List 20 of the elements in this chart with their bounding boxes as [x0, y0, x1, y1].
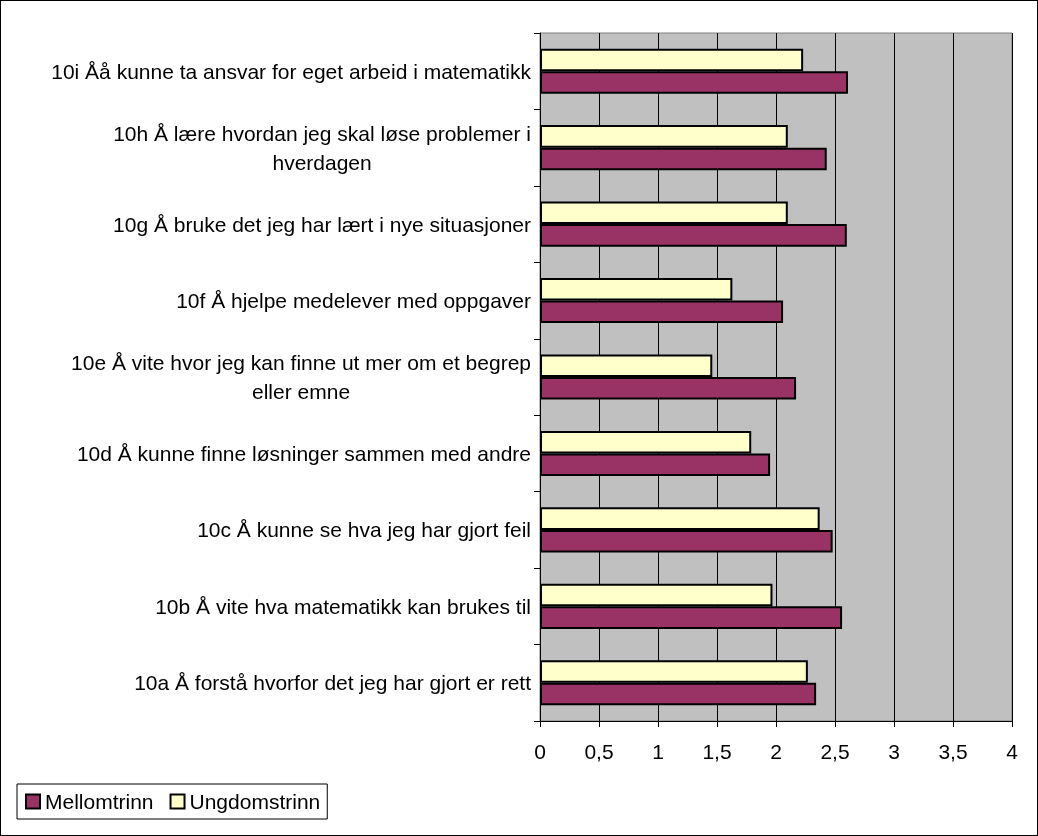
x-tick-label: 2,5: [820, 740, 850, 763]
y-tick-label: 10d Å kunne finne løsninger sammen med andre: [76, 441, 532, 465]
y-tick-label: 10h Å lære hvordan jeg skal løse problemer i hverdagen: [113, 121, 531, 174]
y-tick-label: 10e Å vite hvor jeg kan finne ut mer om et begrep eller emne: [71, 351, 531, 403]
y-tick-label: 10c Å kunne se hva jeg har gjort feil: [197, 518, 531, 542]
y-tick-label: 10b Å vite hva matematikk kan brukes til: [155, 594, 531, 618]
legend-label: Ungdomstrinn: [189, 790, 321, 813]
x-tick-label: 4: [1006, 740, 1019, 763]
x-tick-label: 1: [652, 740, 664, 763]
x-tick-label: 0,5: [584, 740, 614, 763]
x-tick-label: 0: [534, 740, 546, 763]
legend-label: Mellomtrinn: [45, 790, 154, 813]
x-tick-label: 2: [770, 740, 782, 763]
x-tick-label: 3,5: [938, 740, 968, 763]
y-tick-label: 10g Å bruke det jeg har lært i nye situasjoner: [113, 212, 531, 236]
x-tick-label: 1,5: [702, 740, 732, 763]
y-tick-label: 10i Åå kunne ta ansvar for eget arbeid i matematikk: [51, 59, 532, 83]
y-tick-label: 10f Å hjelpe medelever med oppgaver: [176, 289, 532, 313]
x-tick-label: 3: [888, 740, 900, 763]
y-tick-label: 10a Å forstå hvorfor det jeg har gjort er rett: [134, 671, 532, 695]
